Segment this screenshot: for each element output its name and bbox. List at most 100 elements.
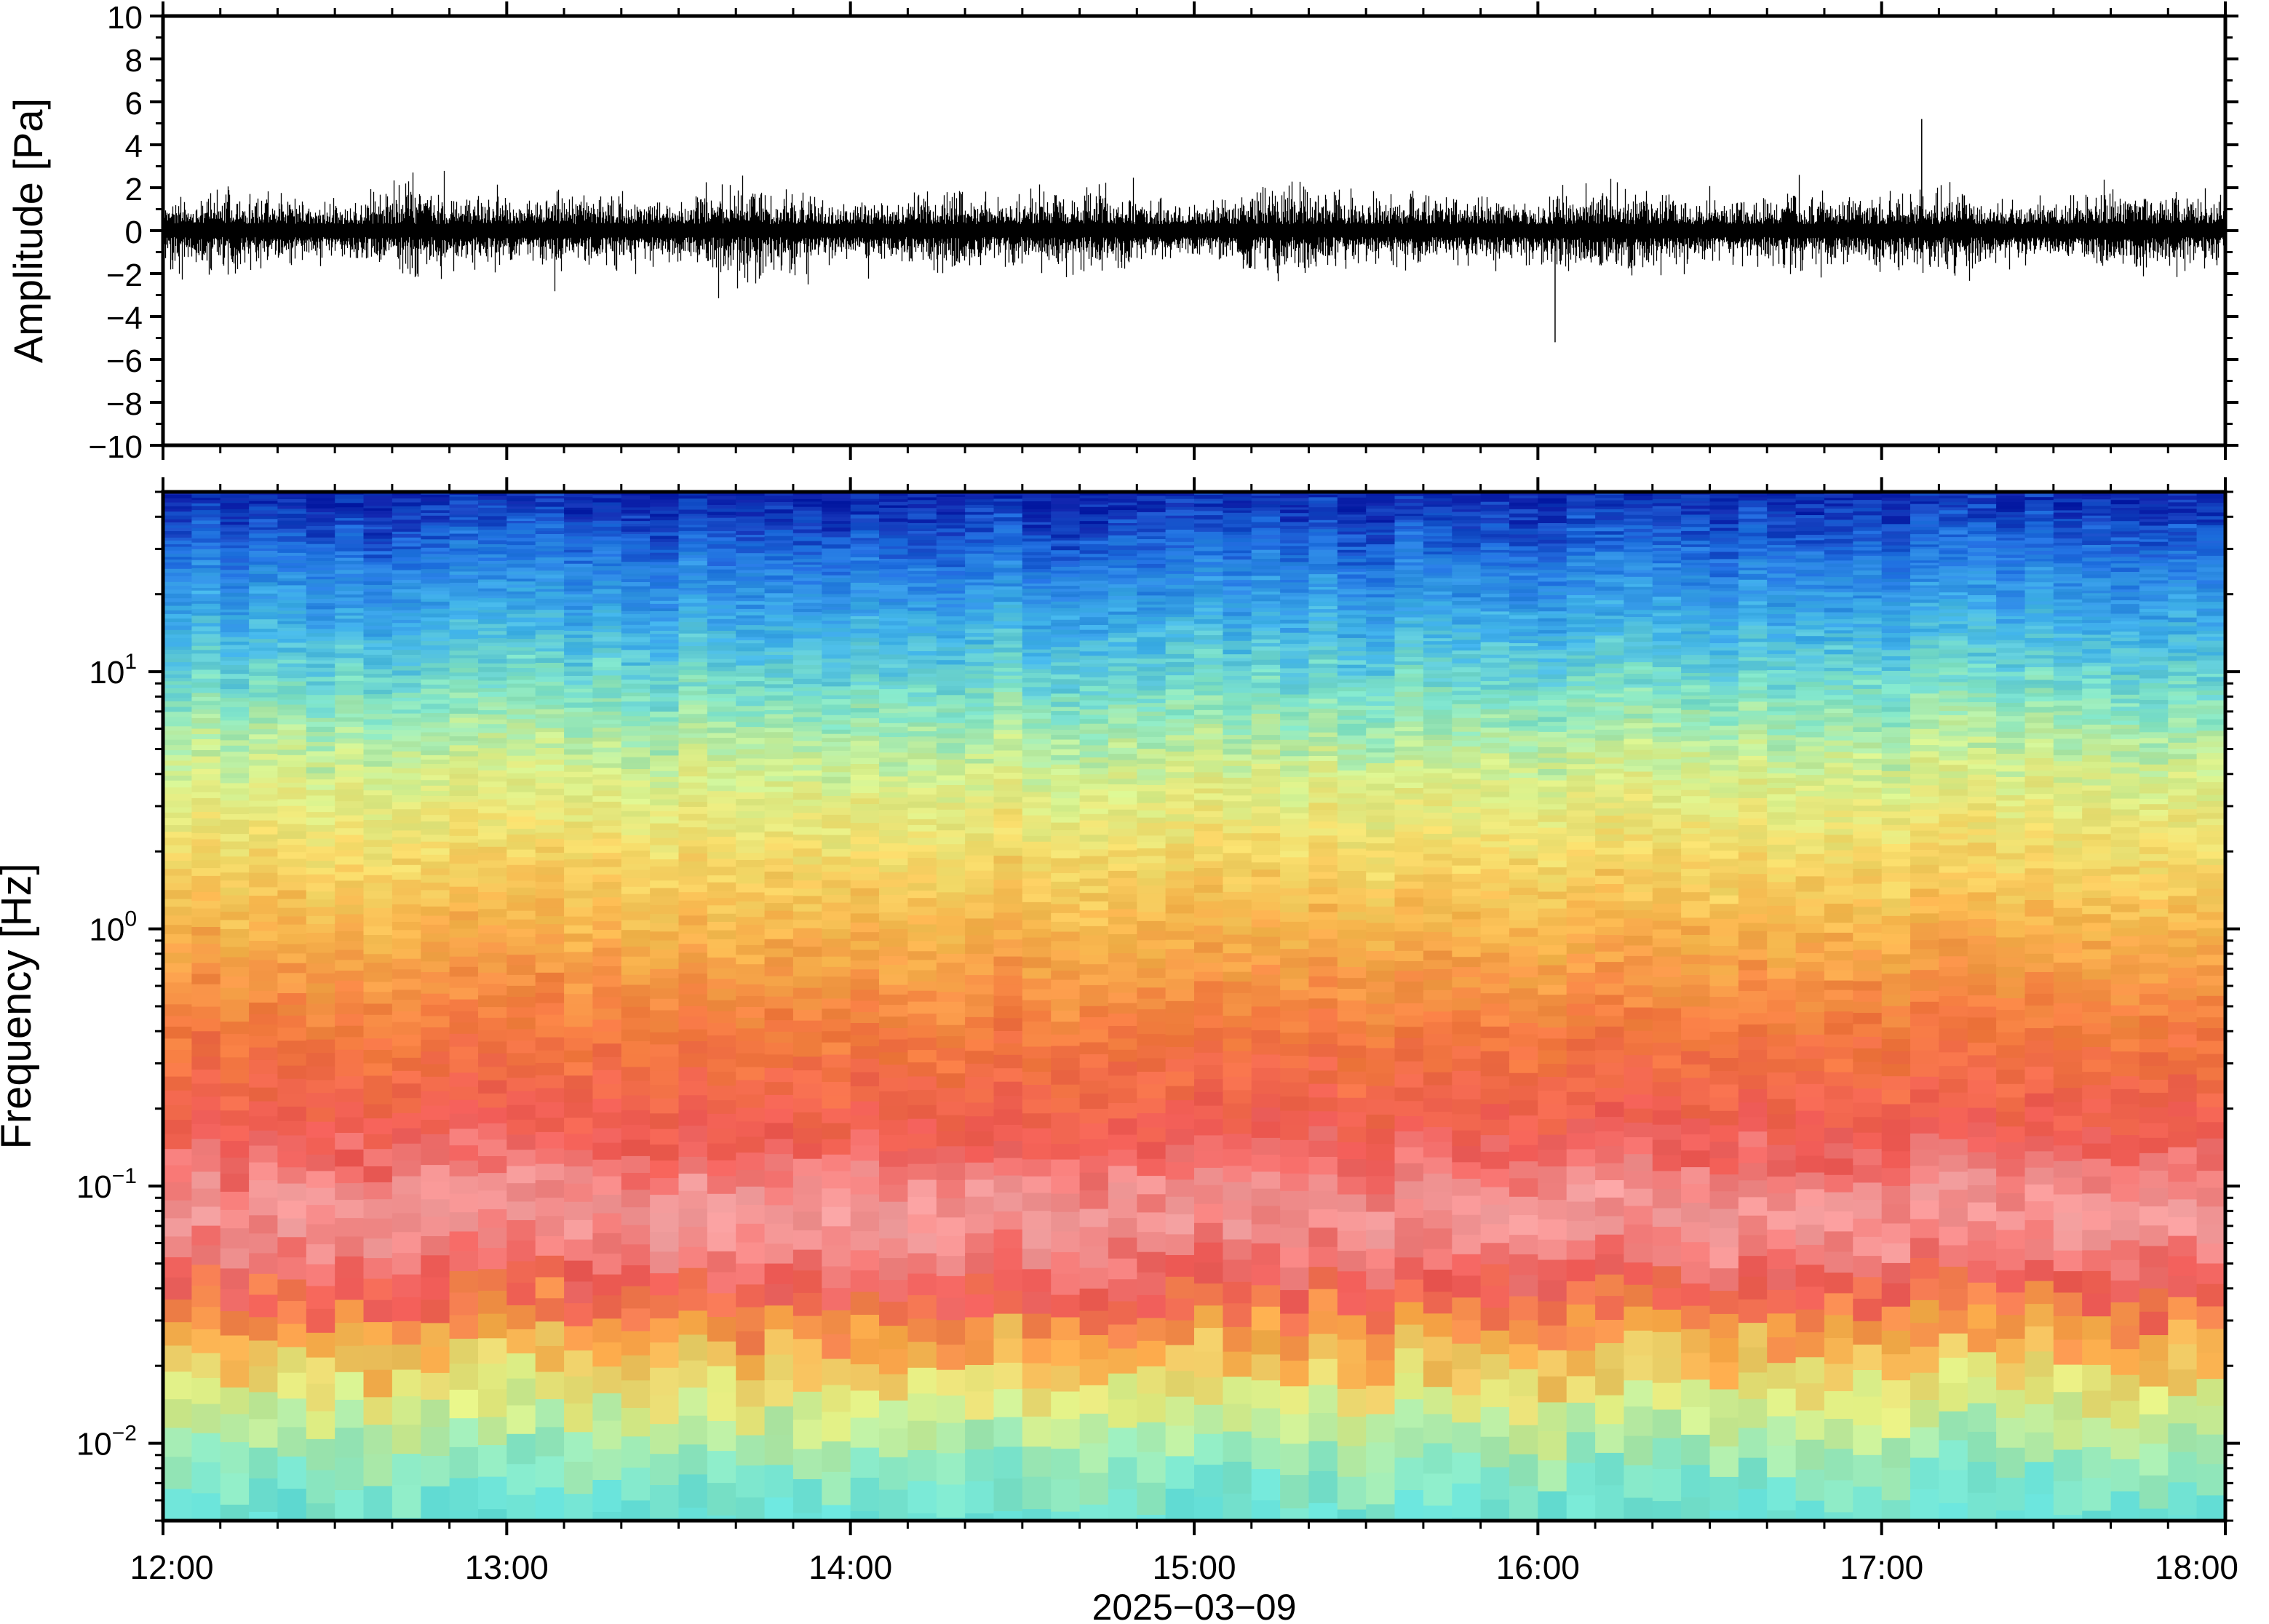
spectrogram-cell xyxy=(993,617,1023,622)
spectrogram-cell xyxy=(621,869,651,879)
spectrogram-cell xyxy=(249,970,279,982)
spectrogram-cell xyxy=(764,550,794,554)
spectrogram-cell xyxy=(850,544,880,548)
spectrogram-cell xyxy=(822,947,851,958)
spectrogram-cell xyxy=(277,568,307,573)
spectrogram-cell xyxy=(764,1223,794,1244)
spectrogram-cell xyxy=(363,749,393,755)
spectrogram-cell xyxy=(936,1275,966,1299)
spectrogram-cell xyxy=(277,560,307,564)
spectrogram-cell xyxy=(993,605,1023,609)
spectrogram-cell xyxy=(850,637,880,642)
spectrogram-cell xyxy=(936,792,966,798)
spectrogram-cell xyxy=(592,997,622,1009)
spectrogram-cell xyxy=(220,912,250,921)
spectrogram-cell xyxy=(965,1162,995,1180)
spectrogram-cell xyxy=(163,610,193,615)
spectrogram-cell xyxy=(907,536,937,541)
spectrogram-cell xyxy=(965,560,995,565)
spectrogram-cell xyxy=(965,512,995,516)
spectrogram-cell xyxy=(1194,788,1224,794)
spectrogram-cell xyxy=(1137,706,1167,712)
spectrogram-cell xyxy=(736,776,766,781)
spectrogram-cell xyxy=(1137,543,1167,547)
spectrogram-cell xyxy=(650,576,680,580)
spectrogram-cell xyxy=(822,678,851,682)
spectrogram-cell xyxy=(1223,538,1252,543)
spectrogram-cell xyxy=(879,843,909,852)
spectrogram-cell xyxy=(191,553,221,558)
spectrogram-cell xyxy=(707,1366,737,1393)
spectrogram-cell xyxy=(678,723,708,729)
spectrogram-cell xyxy=(936,760,966,765)
spectrogram-cell xyxy=(764,647,794,653)
spectrogram-cell xyxy=(907,932,937,942)
spectrogram-cell xyxy=(993,589,1023,594)
spectrogram-cell xyxy=(650,1161,680,1179)
spectrogram-cell xyxy=(621,938,651,947)
spectrogram-cell xyxy=(621,610,651,615)
spectrogram-cell xyxy=(220,597,250,600)
spectrogram-cell xyxy=(335,1183,365,1201)
spectrogram-cell xyxy=(335,601,365,605)
spectrogram-cell xyxy=(650,555,680,560)
spectrogram-cell xyxy=(392,586,422,590)
spectrogram-cell xyxy=(936,525,966,529)
spectrogram-cell xyxy=(1051,531,1081,536)
spectrogram-cell xyxy=(220,767,250,774)
spectrogram-cell xyxy=(1022,739,1052,745)
spectrogram-cell xyxy=(764,602,794,606)
spectrogram-cell xyxy=(535,551,565,555)
spectrogram-cell xyxy=(220,895,250,905)
spectrogram-cell xyxy=(879,965,909,976)
spectrogram-cell xyxy=(478,642,508,647)
spectrogram-cell xyxy=(1022,501,1052,506)
spectrogram-cell xyxy=(191,510,221,515)
spectrogram-cell xyxy=(564,1219,594,1241)
spectrogram-cell xyxy=(1165,766,1195,773)
spectrogram-cell xyxy=(1108,953,1138,963)
spectrogram-cell xyxy=(421,637,450,642)
spectrogram-cell xyxy=(936,809,966,818)
spectrogram-cell xyxy=(449,496,479,501)
spectrogram-cell xyxy=(506,516,536,520)
spectrogram-cell xyxy=(879,573,909,578)
spectrogram-cell xyxy=(535,898,565,908)
spectrogram-cell xyxy=(1022,498,1052,502)
spectrogram-cell xyxy=(678,520,708,525)
spectrogram-cell xyxy=(392,880,422,888)
spectrogram-cell xyxy=(306,736,335,743)
spectrogram-cell xyxy=(306,838,335,848)
spectrogram-cell xyxy=(478,787,508,795)
spectrogram-cell xyxy=(1137,637,1167,642)
spectrogram-cell xyxy=(392,843,422,851)
spectrogram-cell xyxy=(421,544,450,549)
spectrogram-cell xyxy=(1051,850,1081,859)
spectrogram-cell xyxy=(907,907,937,916)
spectrogram-cell xyxy=(621,582,651,587)
spectrogram-cell xyxy=(907,651,937,656)
spectrogram-cell xyxy=(822,1334,851,1360)
spectrogram-cell xyxy=(220,645,250,650)
spectrogram-cell xyxy=(249,639,279,643)
spectrogram-cell xyxy=(707,645,737,651)
spectrogram-cell xyxy=(1079,700,1109,706)
spectrogram-cell xyxy=(249,586,279,591)
spectrogram-cell xyxy=(736,660,766,666)
spectrogram-cell xyxy=(1223,1027,1252,1040)
spectrogram-cell xyxy=(421,1199,450,1217)
spectrogram-cell xyxy=(564,795,594,803)
spectrogram-cell xyxy=(907,736,937,742)
spectrogram-cell xyxy=(621,1139,651,1157)
spectrogram-cell xyxy=(392,779,422,785)
spectrogram-cell xyxy=(163,581,193,586)
spectrogram-cell xyxy=(421,1004,450,1017)
spectrogram-cell xyxy=(1022,1476,1052,1510)
spectrogram-cell xyxy=(363,625,393,630)
spectrogram-cell xyxy=(764,691,794,696)
spectrogram-cell xyxy=(363,584,393,590)
spectrogram-cell xyxy=(564,671,594,677)
spectrogram-cell xyxy=(421,674,450,680)
spectrogram-cell xyxy=(850,514,880,519)
spectrogram-cell xyxy=(306,832,335,840)
